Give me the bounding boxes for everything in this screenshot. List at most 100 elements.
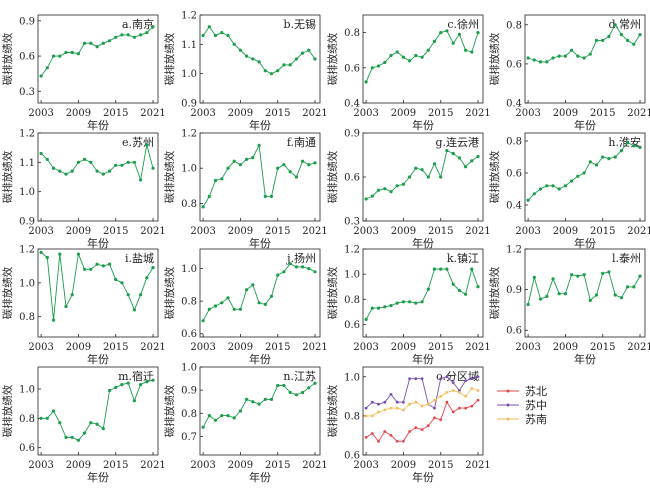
data-point [389, 393, 393, 396]
data-point [401, 182, 405, 186]
panel-2: 0.9 1.0 1.1 1.2 2003 2009 2015 2021 年份 碳排放绩效 b.无锡 [163, 11, 328, 133]
y-axis-label: 碳排放绩效 [163, 150, 176, 203]
data-point [120, 33, 124, 37]
data-point [433, 416, 436, 420]
x-tick-label: 2009 [391, 108, 416, 119]
data-point [76, 160, 80, 164]
data-point [251, 57, 255, 61]
data-point [307, 48, 311, 52]
data-point [439, 267, 443, 271]
data-point [126, 160, 130, 164]
x-tick-label: 2021 [465, 226, 490, 237]
data-point [632, 285, 636, 289]
data-point [470, 267, 474, 271]
data-point [408, 377, 411, 381]
data-point [470, 404, 474, 408]
x-tick-label: 2009 [66, 226, 91, 237]
data-point [476, 285, 480, 289]
data-point [238, 48, 242, 52]
data-point [120, 281, 124, 285]
data-point [370, 194, 374, 198]
data-point [251, 283, 255, 287]
data-point [458, 391, 461, 394]
data-point [238, 307, 242, 311]
data-point [464, 394, 467, 398]
x-tick-label: 2003 [353, 108, 378, 119]
data-point [414, 426, 418, 429]
series-line [527, 271, 641, 305]
data-point [364, 80, 368, 84]
data-point [201, 205, 205, 209]
data-point [120, 383, 124, 387]
data-point [414, 53, 418, 58]
data-point [126, 33, 130, 37]
data-point [201, 319, 205, 323]
data-point [402, 439, 405, 443]
data-point [282, 63, 286, 67]
data-point [276, 383, 280, 388]
plot-frame [199, 132, 321, 222]
series-line [365, 149, 479, 200]
data-point [288, 170, 292, 174]
data-point [439, 30, 443, 35]
data-point [383, 400, 387, 404]
x-tick-label: 2003 [353, 226, 378, 237]
y-tick-label: 0.8 [181, 409, 197, 420]
data-point [313, 381, 317, 385]
data-point [613, 155, 617, 159]
x-tick-label: 2003 [190, 226, 215, 237]
data-point [588, 52, 592, 56]
data-point [58, 252, 62, 256]
data-point [545, 184, 549, 188]
data-point [395, 406, 399, 410]
data-point [139, 178, 143, 182]
x-tick-label: 2009 [66, 342, 91, 353]
panel-title: f.南通 [287, 136, 316, 149]
data-point [632, 42, 636, 46]
panel-title: n.江苏 [283, 370, 316, 383]
data-point [526, 56, 530, 60]
data-point [414, 377, 418, 381]
y-tick-label: 1.0 [19, 385, 35, 396]
data-point [557, 54, 561, 58]
x-tick-label: 2009 [66, 460, 91, 471]
series-line [202, 25, 316, 75]
y-tick-label: 0.8 [506, 20, 522, 31]
data-point [288, 63, 292, 67]
data-point [457, 156, 461, 160]
data-point [576, 274, 580, 278]
data-point [269, 294, 274, 298]
data-point [433, 398, 436, 402]
data-point [570, 273, 574, 277]
x-tick-label: 2015 [103, 108, 128, 119]
data-point [426, 287, 430, 291]
data-point [532, 275, 536, 279]
x-tick-label: 2021 [140, 226, 165, 237]
data-point [107, 39, 112, 43]
data-point [120, 163, 124, 167]
data-point [307, 163, 311, 167]
y-tick-label: 1.0 [181, 69, 197, 80]
x-tick-label: 2015 [265, 226, 290, 237]
data-point [377, 410, 380, 414]
data-point [126, 381, 130, 385]
data-point [294, 265, 298, 269]
y-tick-label: 0.6 [19, 443, 35, 454]
data-point [445, 267, 449, 271]
data-point [476, 375, 480, 379]
data-point [263, 397, 267, 401]
panel-title: m.宿迁 [118, 369, 154, 383]
data-point [294, 57, 298, 61]
data-point [432, 267, 437, 271]
x-tick-label: 2021 [302, 226, 327, 237]
data-point [207, 194, 211, 198]
x-tick-label: 2021 [302, 460, 327, 471]
data-point [457, 32, 461, 37]
data-point [420, 55, 424, 59]
data-point [207, 25, 211, 29]
data-point [76, 438, 80, 442]
data-point [132, 160, 136, 164]
data-point [464, 379, 467, 383]
y-tick-label: 0.8 [344, 295, 360, 306]
plot-frame [37, 132, 159, 222]
